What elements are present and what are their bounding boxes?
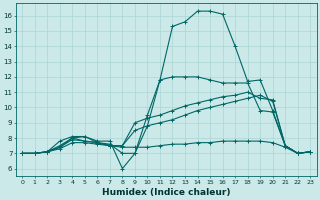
X-axis label: Humidex (Indice chaleur): Humidex (Indice chaleur) xyxy=(102,188,230,197)
